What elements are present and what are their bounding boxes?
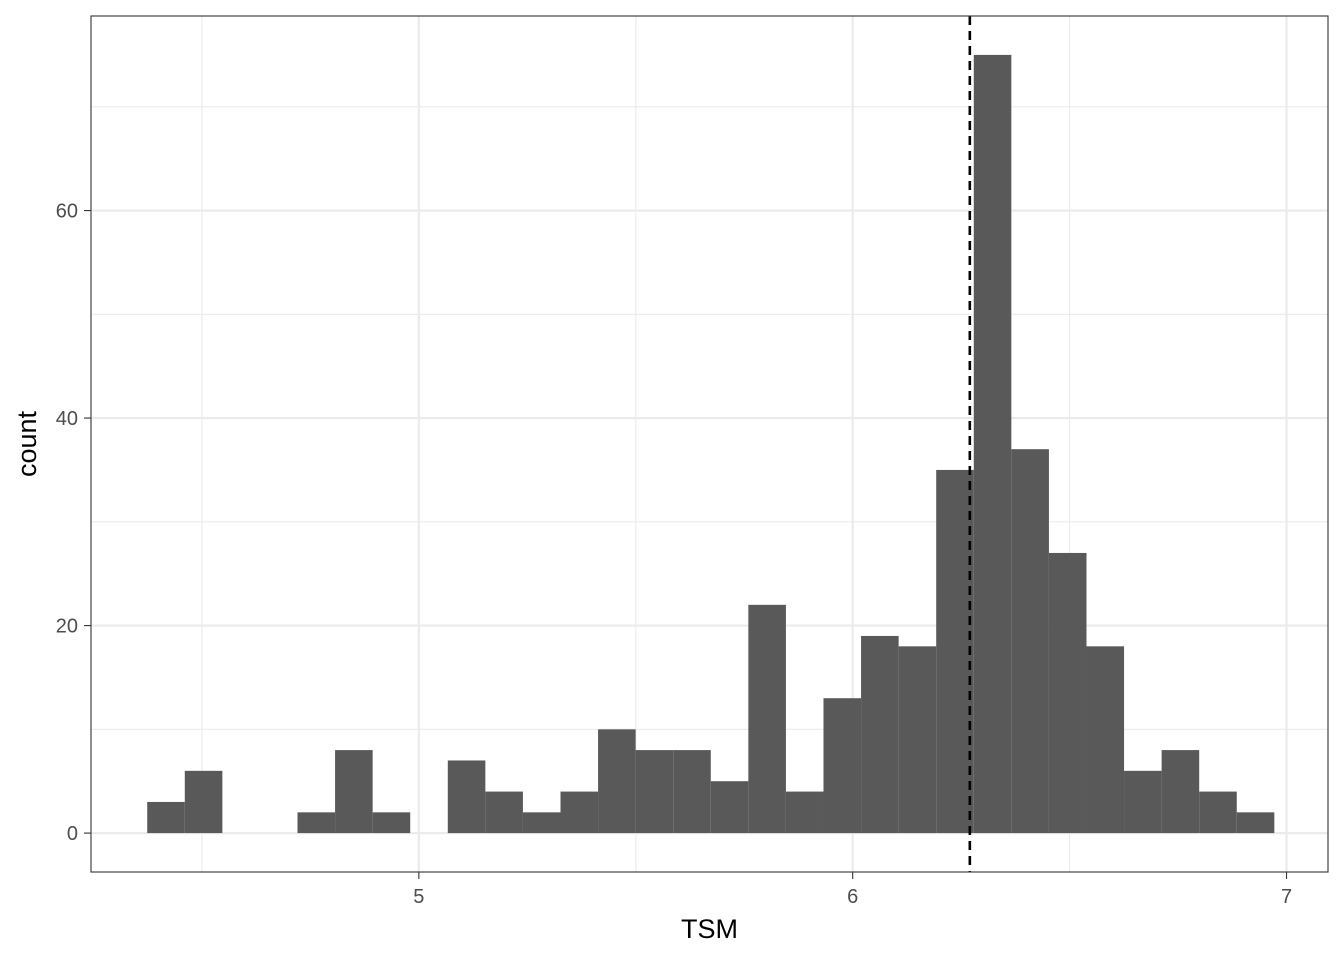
minor-gridlines [91,16,1328,872]
histogram-bar-15 [710,781,749,834]
histogram-bar-0 [147,801,185,834]
histogram-bar-18 [823,698,862,834]
y-tick-label-0: 0 [67,823,78,845]
histogram-bar-28 [1199,791,1237,834]
histogram-bar-23 [1011,449,1049,834]
x-tick-label-1: 6 [847,886,858,908]
y-tick-label-1: 20 [56,616,78,638]
histogram-bar-21 [936,469,974,834]
histogram-bar-4 [297,812,336,834]
histogram-bar-27 [1161,750,1200,834]
histogram-bar-20 [898,646,937,834]
histogram-bar-13 [635,750,674,834]
histogram-bar-16 [748,604,786,834]
histogram-bar-6 [372,812,411,834]
histogram-bars [147,54,1275,834]
histogram-bar-12 [598,729,636,834]
x-tick-label-2: 7 [1281,886,1292,908]
histogram-bar-10 [522,812,561,834]
histogram-bar-19 [861,635,899,834]
histogram-bar-29 [1236,812,1275,834]
histogram-bar-25 [1086,646,1125,834]
histogram-bar-24 [1048,552,1087,834]
x-axis-title: TSM [681,914,738,944]
histogram-bar-9 [485,791,523,834]
histogram-bar-8 [447,760,486,834]
histogram-bar-22 [973,54,1012,834]
histogram-bar-11 [560,791,599,834]
panel-border [90,15,1329,873]
histogram-bar-5 [335,750,373,834]
y-axis: 0 20 40 60 [56,201,91,845]
histogram-bar-17 [785,791,824,834]
histogram-bar-14 [673,750,711,834]
histogram-bar-26 [1124,770,1162,834]
histogram-bar-1 [184,770,223,834]
y-tick-label-2: 40 [56,408,78,430]
x-axis: 5 6 7 [413,872,1292,908]
x-tick-label-0: 5 [413,886,424,908]
y-tick-label-3: 60 [56,201,78,223]
y-axis-title: count [12,410,42,477]
